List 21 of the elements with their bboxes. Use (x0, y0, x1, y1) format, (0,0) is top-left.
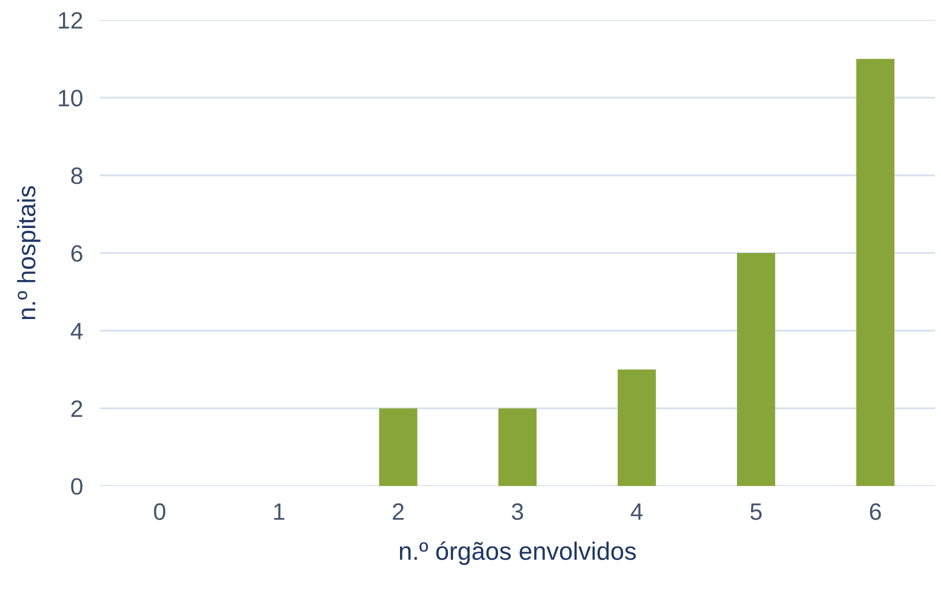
bar (856, 58, 894, 486)
y-tick-label: 6 (71, 245, 82, 262)
x-tick-label: 6 (870, 503, 881, 520)
y-tick-label: 4 (70, 322, 83, 340)
y-tick-label: 0 (71, 478, 82, 495)
y-tick-label: 2 (71, 400, 82, 417)
x-tick-label: 5 (750, 504, 762, 520)
bar (379, 408, 418, 486)
x-tick-label: 4 (630, 504, 643, 520)
x-tick-label: 0 (154, 503, 166, 520)
bar (618, 370, 656, 486)
y-tick-label: 10 (58, 90, 82, 106)
x-tick-label: 3 (512, 503, 524, 520)
x-tick-label: 2 (392, 503, 404, 520)
y-axis-title: n.º hospitais (17, 186, 40, 320)
x-tick-label: 1 (274, 504, 284, 520)
bar (736, 253, 776, 486)
x-axis-title: n.º órgãos envolvidos (400, 541, 636, 565)
bar (498, 408, 537, 486)
y-tick-label: 8 (71, 167, 82, 184)
y-tick-label: 12 (58, 12, 82, 29)
